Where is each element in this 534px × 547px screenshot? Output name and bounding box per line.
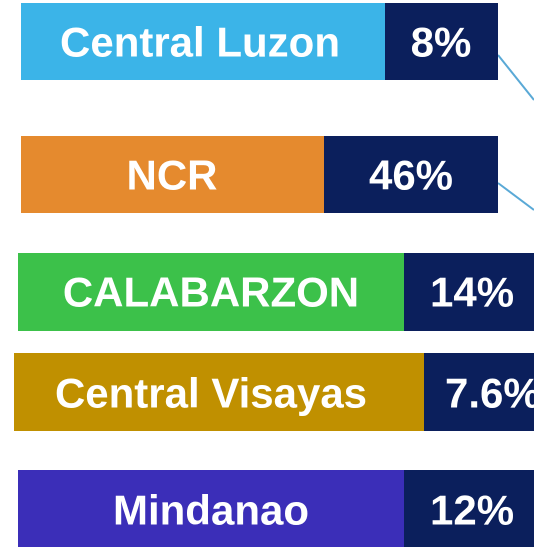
region-value: 12% xyxy=(430,487,514,534)
region-label: CALABARZON xyxy=(63,269,359,316)
connector xyxy=(497,182,534,211)
region-label: Central Luzon xyxy=(60,19,340,66)
region-value: 46% xyxy=(369,152,453,199)
connector xyxy=(497,54,534,101)
label-box xyxy=(18,470,404,547)
value-box xyxy=(404,470,534,547)
value-box xyxy=(424,353,534,431)
region-label: Mindanao xyxy=(113,487,309,534)
label-box xyxy=(14,353,424,431)
label-box xyxy=(18,253,404,331)
region-label: NCR xyxy=(127,152,218,199)
region-value: 8% xyxy=(411,19,472,66)
region-value: 7.6% xyxy=(445,370,534,417)
value-box xyxy=(404,253,534,331)
label-box xyxy=(21,136,324,213)
value-box xyxy=(385,3,498,80)
region-label: Central Visayas xyxy=(55,370,367,417)
region-value: 14% xyxy=(430,269,514,316)
label-box xyxy=(21,3,385,80)
value-box xyxy=(324,136,498,213)
